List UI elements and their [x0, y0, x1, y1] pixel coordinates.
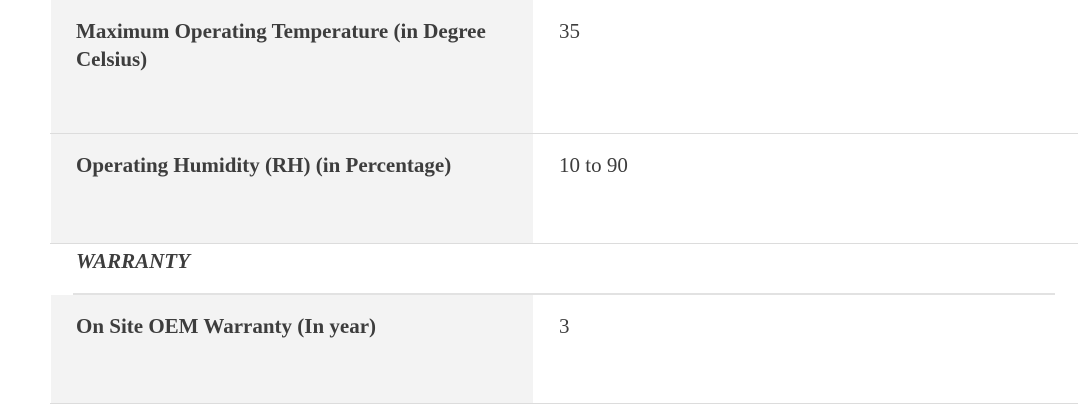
- spec-value: 10 to 90: [559, 153, 628, 177]
- spec-row-humidity: Operating Humidity (RH) (in Percentage) …: [50, 134, 1078, 244]
- spec-label: Operating Humidity (RH) (in Percentage): [76, 153, 452, 177]
- spec-label-cell: On Site OEM Warranty (In year): [51, 295, 533, 403]
- spec-label-cell: Operating Humidity (RH) (in Percentage): [51, 134, 533, 243]
- spec-row-max-temperature: Maximum Operating Temperature (in Degree…: [50, 0, 1078, 134]
- spec-label: Maximum Operating Temperature (in Degree…: [76, 19, 486, 71]
- spec-value: 35: [559, 19, 580, 43]
- spec-label: On Site OEM Warranty (In year): [76, 314, 377, 338]
- section-divider: [73, 293, 1055, 295]
- section-header-warranty: WARRANTY: [0, 244, 1082, 295]
- spec-label-cell: Maximum Operating Temperature (in Degree…: [51, 0, 533, 133]
- spec-value: 3: [559, 314, 570, 338]
- spec-row-warranty: On Site OEM Warranty (In year) 3: [50, 295, 1078, 404]
- section-title: WARRANTY: [76, 249, 190, 273]
